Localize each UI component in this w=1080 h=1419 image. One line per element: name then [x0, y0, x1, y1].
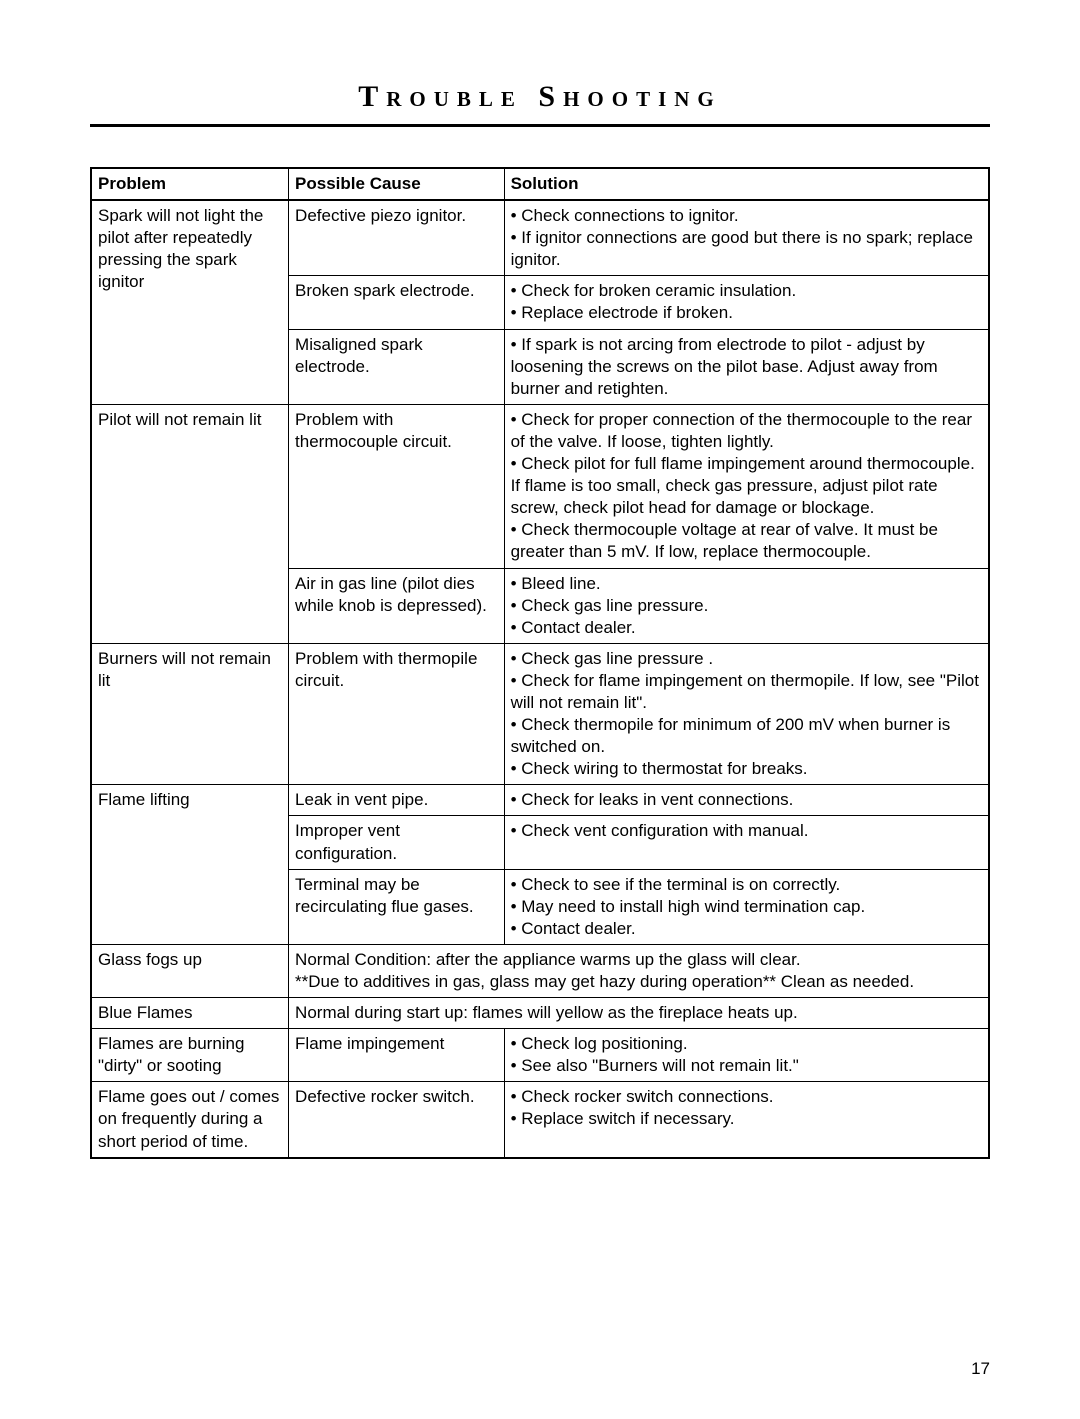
cell-solution: • Check for broken ceramic insulation. •…: [504, 276, 989, 329]
cell-problem: Spark will not light the pilot after rep…: [91, 200, 289, 404]
cell-merged: Normal during start up: flames will yell…: [289, 998, 989, 1029]
page-number: 17: [90, 1359, 990, 1379]
cell-cause: Leak in vent pipe.: [289, 785, 505, 816]
cell-solution: • If spark is not arcing from electrode …: [504, 329, 989, 404]
cell-solution: • Check log positioning. • See also "Bur…: [504, 1029, 989, 1082]
cell-solution: • Check vent configuration with manual.: [504, 816, 989, 869]
cell-solution: • Check to see if the terminal is on cor…: [504, 869, 989, 944]
table-row: Glass fogs upNormal Condition: after the…: [91, 944, 989, 997]
cell-problem: Pilot will not remain lit: [91, 404, 289, 643]
cell-cause: Defective rocker switch.: [289, 1082, 505, 1158]
table-row: Spark will not light the pilot after rep…: [91, 200, 989, 276]
cell-problem: Burners will not remain lit: [91, 643, 289, 785]
cell-problem: Flame lifting: [91, 785, 289, 945]
header-problem: Problem: [91, 168, 289, 200]
cell-solution: • Check gas line pressure . • Check for …: [504, 643, 989, 785]
cell-cause: Problem with thermopile circuit.: [289, 643, 505, 785]
table-row: Flames are burning "dirty" or sootingFla…: [91, 1029, 989, 1082]
cell-cause: Air in gas line (pilot dies while knob i…: [289, 568, 505, 643]
cell-cause: Defective piezo ignitor.: [289, 200, 505, 276]
page-container: Trouble Shooting Problem Possible Cause …: [0, 0, 1080, 1419]
cell-cause: Misaligned spark electrode.: [289, 329, 505, 404]
cell-solution: • Check connections to ignitor. • If ign…: [504, 200, 989, 276]
cell-merged: Normal Condition: after the appliance wa…: [289, 944, 989, 997]
header-solution: Solution: [504, 168, 989, 200]
table-row: Flame liftingLeak in vent pipe.• Check f…: [91, 785, 989, 816]
table-header-row: Problem Possible Cause Solution: [91, 168, 989, 200]
cell-cause: Improper vent configuration.: [289, 816, 505, 869]
table-row: Pilot will not remain litProblem with th…: [91, 404, 989, 568]
cell-solution: • Check for proper connection of the the…: [504, 404, 989, 568]
cell-cause: Broken spark electrode.: [289, 276, 505, 329]
cell-problem: Blue Flames: [91, 998, 289, 1029]
troubleshooting-table: Problem Possible Cause Solution Spark wi…: [90, 167, 990, 1159]
cell-cause: Terminal may be recirculating flue gases…: [289, 869, 505, 944]
cell-solution: • Check rocker switch connections. • Rep…: [504, 1082, 989, 1158]
cell-solution: • Check for leaks in vent connections.: [504, 785, 989, 816]
cell-cause: Problem with thermocouple circuit.: [289, 404, 505, 568]
table-row: Burners will not remain litProblem with …: [91, 643, 989, 785]
header-cause: Possible Cause: [289, 168, 505, 200]
cell-cause: Flame impingement: [289, 1029, 505, 1082]
cell-problem: Glass fogs up: [91, 944, 289, 997]
title-rule: [90, 124, 990, 127]
cell-solution: • Bleed line. • Check gas line pressure.…: [504, 568, 989, 643]
table-row: Blue FlamesNormal during start up: flame…: [91, 998, 989, 1029]
page-title: Trouble Shooting: [90, 80, 990, 114]
cell-problem: Flame goes out / comes on frequently dur…: [91, 1082, 289, 1158]
cell-problem: Flames are burning "dirty" or sooting: [91, 1029, 289, 1082]
table-row: Flame goes out / comes on frequently dur…: [91, 1082, 989, 1158]
